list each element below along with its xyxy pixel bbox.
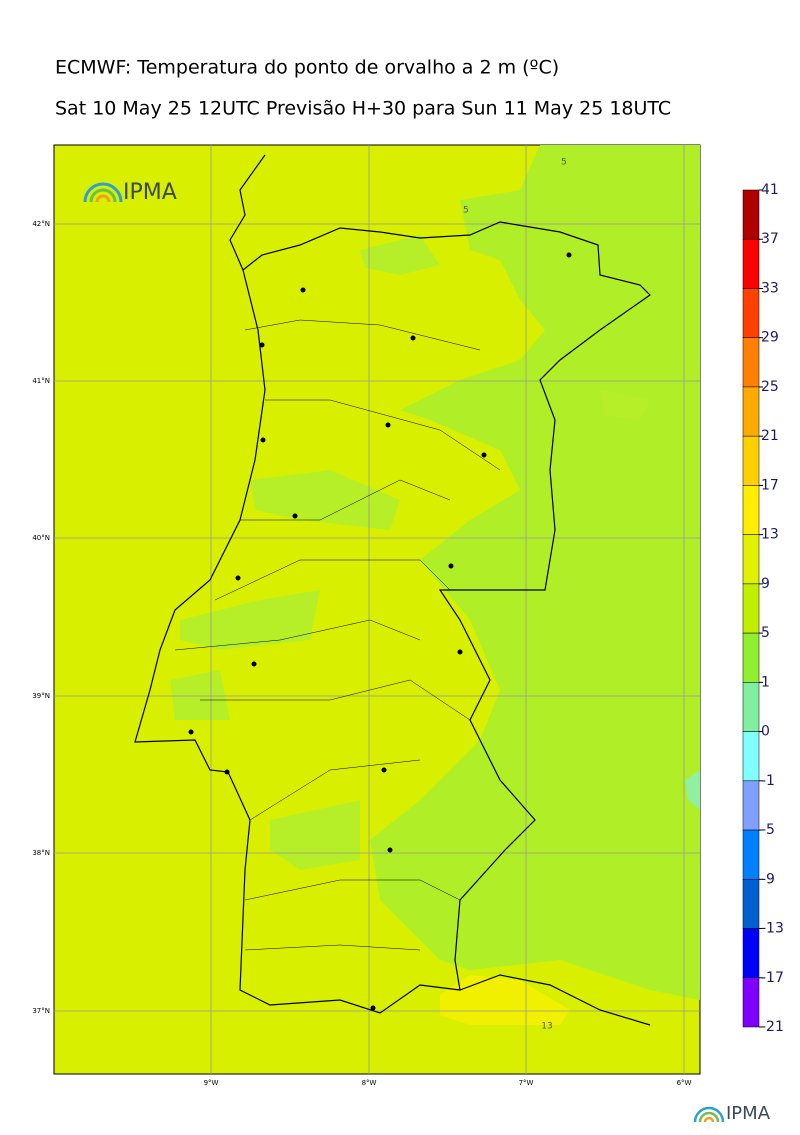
colorbar-band bbox=[742, 337, 760, 388]
yellow-area bbox=[440, 975, 570, 1025]
colorbar-label: -9 bbox=[761, 871, 775, 887]
colorbar-band bbox=[742, 485, 760, 535]
colorbar-band bbox=[742, 731, 760, 782]
colorbar-label: 29 bbox=[761, 330, 779, 346]
subtitle: Sat 10 May 25 12UTC Previsão H+30 para S… bbox=[55, 98, 671, 120]
colorbar-band bbox=[742, 386, 760, 437]
colorbar-label: 0 bbox=[761, 724, 770, 740]
district-borders bbox=[174, 319, 501, 951]
colorbar-label: -21 bbox=[761, 1019, 784, 1035]
colorbar-band bbox=[742, 829, 760, 880]
colorbar-label: 1 bbox=[761, 674, 770, 690]
contour-label: 13 bbox=[541, 1022, 552, 1032]
colorbar-band bbox=[742, 780, 760, 831]
cities bbox=[188, 252, 572, 1011]
colorbar-band bbox=[742, 534, 760, 585]
colorbar-label: 41 bbox=[761, 182, 779, 198]
lat-label: 42°N bbox=[32, 220, 50, 228]
colorbar-label: 17 bbox=[761, 477, 779, 493]
lon-labels: 9°W 8°W 7°W 6°W bbox=[204, 1079, 692, 1087]
colorbar-label: 5 bbox=[761, 625, 770, 641]
colorbar-band bbox=[742, 928, 760, 979]
contour-label: 5 bbox=[463, 206, 469, 216]
colorbar-band bbox=[742, 977, 760, 1028]
graticule bbox=[54, 145, 700, 1074]
colorbar-label: -1 bbox=[761, 773, 775, 789]
colorbar-label: 21 bbox=[761, 428, 779, 444]
colorbar-label: -17 bbox=[761, 970, 784, 986]
colorbar-band bbox=[742, 288, 760, 338]
cool-area bbox=[685, 770, 700, 810]
title: ECMWF: Temperatura do ponto de orvalho a… bbox=[55, 57, 559, 79]
lat-labels: 42°N 41°N 40°N 39°N 38°N 37°N bbox=[32, 220, 50, 1015]
colorbar-label: 37 bbox=[761, 231, 779, 247]
lat-label: 41°N bbox=[32, 377, 50, 385]
lat-label: 40°N bbox=[32, 534, 50, 542]
logo-text: IPMA bbox=[726, 1103, 771, 1124]
colorbar-band bbox=[742, 435, 760, 486]
colorbar-band bbox=[742, 682, 760, 732]
lon-label: 7°W bbox=[519, 1079, 534, 1087]
lon-label: 9°W bbox=[204, 1079, 219, 1087]
lon-label: 8°W bbox=[362, 1079, 377, 1087]
colorbar-label: 13 bbox=[761, 527, 779, 543]
lon-label: 6°W bbox=[677, 1079, 692, 1087]
footer-logo: IPMA bbox=[693, 1103, 771, 1124]
map: 5 5 13 42°N 41°N 40°N 39°N 38°N 37°N 9°W… bbox=[32, 144, 701, 1087]
colorbar-band bbox=[742, 189, 760, 240]
colorbar-label: 25 bbox=[761, 379, 779, 395]
colorbar-band bbox=[742, 238, 760, 289]
coastline-border bbox=[134, 154, 651, 1026]
colorbar-band bbox=[742, 583, 760, 634]
colorbar-label: 9 bbox=[761, 576, 770, 592]
green-area bbox=[370, 145, 700, 1000]
lat-label: 38°N bbox=[32, 849, 50, 857]
contour-label: 5 bbox=[561, 158, 567, 168]
colorbar-band bbox=[742, 632, 760, 683]
colorbar-label: -5 bbox=[761, 822, 775, 838]
map-logo: IPMA bbox=[83, 180, 177, 205]
colorbar: 41 37 33 29 25 21 17 13 9 5 1 0 -1 -5 -9 -13 -17 -21 bbox=[742, 182, 784, 1035]
colorbar-label: -13 bbox=[761, 921, 784, 937]
lat-label: 39°N bbox=[32, 692, 50, 700]
logo-text: IPMA bbox=[123, 180, 177, 205]
lat-label: 37°N bbox=[32, 1007, 50, 1015]
colorbar-label: 33 bbox=[761, 280, 779, 296]
colorbar-band bbox=[742, 879, 760, 929]
